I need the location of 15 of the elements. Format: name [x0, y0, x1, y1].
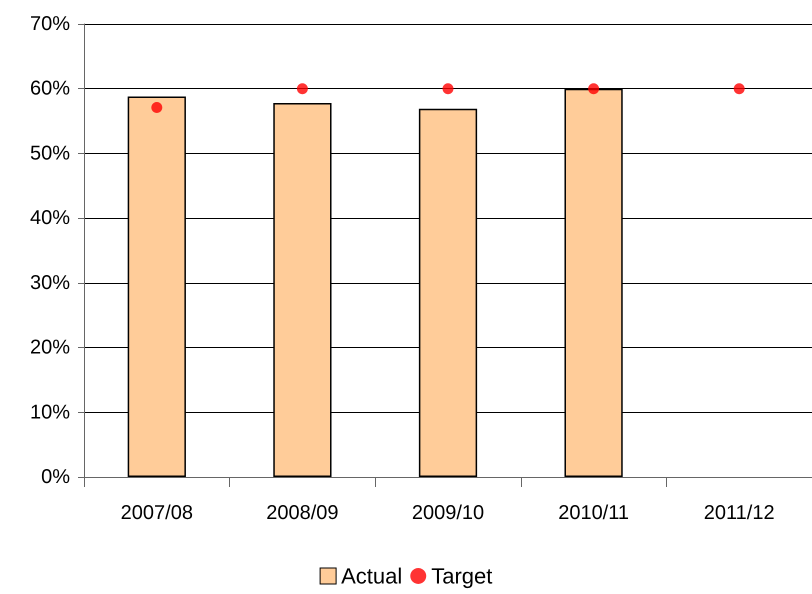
legend-label: Actual: [341, 564, 402, 588]
y-tick-label: 70%: [30, 13, 70, 35]
y-tick-label: 0%: [41, 466, 70, 488]
y-tick-label: 50%: [30, 142, 70, 164]
x-tick-label: 2008/09: [266, 502, 339, 524]
x-tick-label: 2007/08: [120, 502, 193, 524]
x-tick-label: 2010/11: [558, 502, 630, 524]
x-tick-label: 2009/10: [412, 502, 484, 524]
x-tick-label: 2011/12: [704, 502, 775, 524]
y-tick-label: 10%: [30, 401, 70, 424]
y-tick-label: 60%: [30, 78, 70, 100]
y-tick-label: 40%: [30, 207, 70, 230]
y-tick-label: 30%: [30, 272, 70, 294]
y-tick-label: 20%: [30, 336, 70, 359]
legend-label: Target: [431, 564, 492, 588]
